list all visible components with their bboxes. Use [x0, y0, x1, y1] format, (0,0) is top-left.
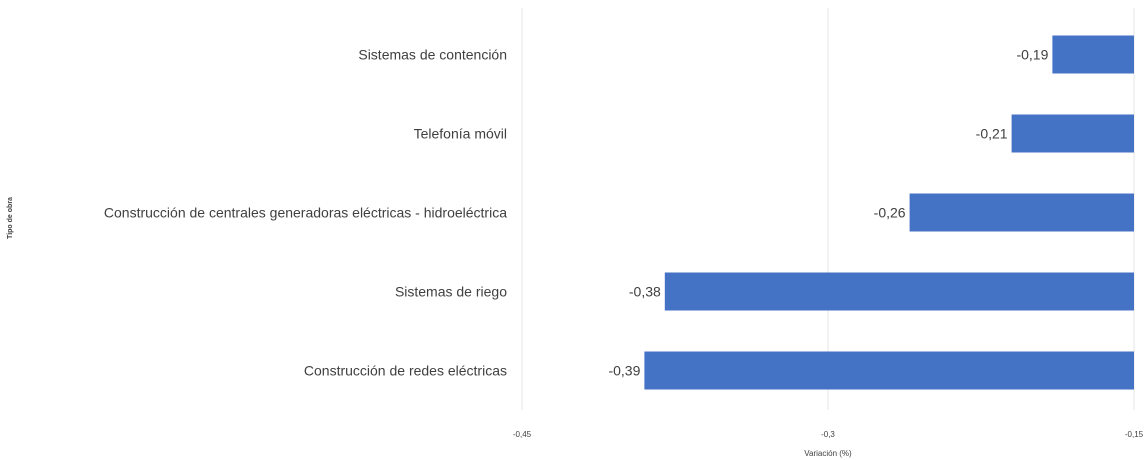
value-label: -0,26 — [874, 205, 906, 221]
value-label: -0,19 — [1016, 47, 1048, 63]
value-labels: -0,19 -0,21 -0,26 -0,38 -0,39 — [608, 47, 1048, 379]
category-label: Construcción de centrales generadoras el… — [104, 205, 507, 221]
value-label: -0,39 — [608, 363, 640, 379]
category-labels: Sistemas de contención Telefonía móvil Con… — [104, 47, 507, 379]
category-label: Sistemas de riego — [395, 284, 507, 300]
bar — [644, 351, 1134, 390]
x-tick-labels: -0,45 -0,3 -0,15 — [513, 430, 1144, 439]
y-axis-title: Tipo de obra — [7, 197, 14, 239]
value-label: -0,21 — [976, 126, 1008, 142]
bar — [1011, 114, 1134, 153]
bar — [909, 193, 1134, 232]
bars — [644, 35, 1134, 390]
bar — [1052, 35, 1134, 74]
x-tick-label: -0,45 — [513, 430, 532, 439]
category-label: Sistemas de contención — [358, 47, 507, 63]
x-axis-title: Variación (%) — [804, 449, 852, 458]
category-label: Construcción de redes eléctricas — [304, 363, 507, 379]
x-tick-label: -0,3 — [821, 430, 835, 439]
bar — [664, 272, 1134, 311]
x-tick-label: -0,15 — [1125, 430, 1144, 439]
value-label: -0,38 — [629, 284, 661, 300]
category-label: Telefonía móvil — [414, 126, 507, 142]
